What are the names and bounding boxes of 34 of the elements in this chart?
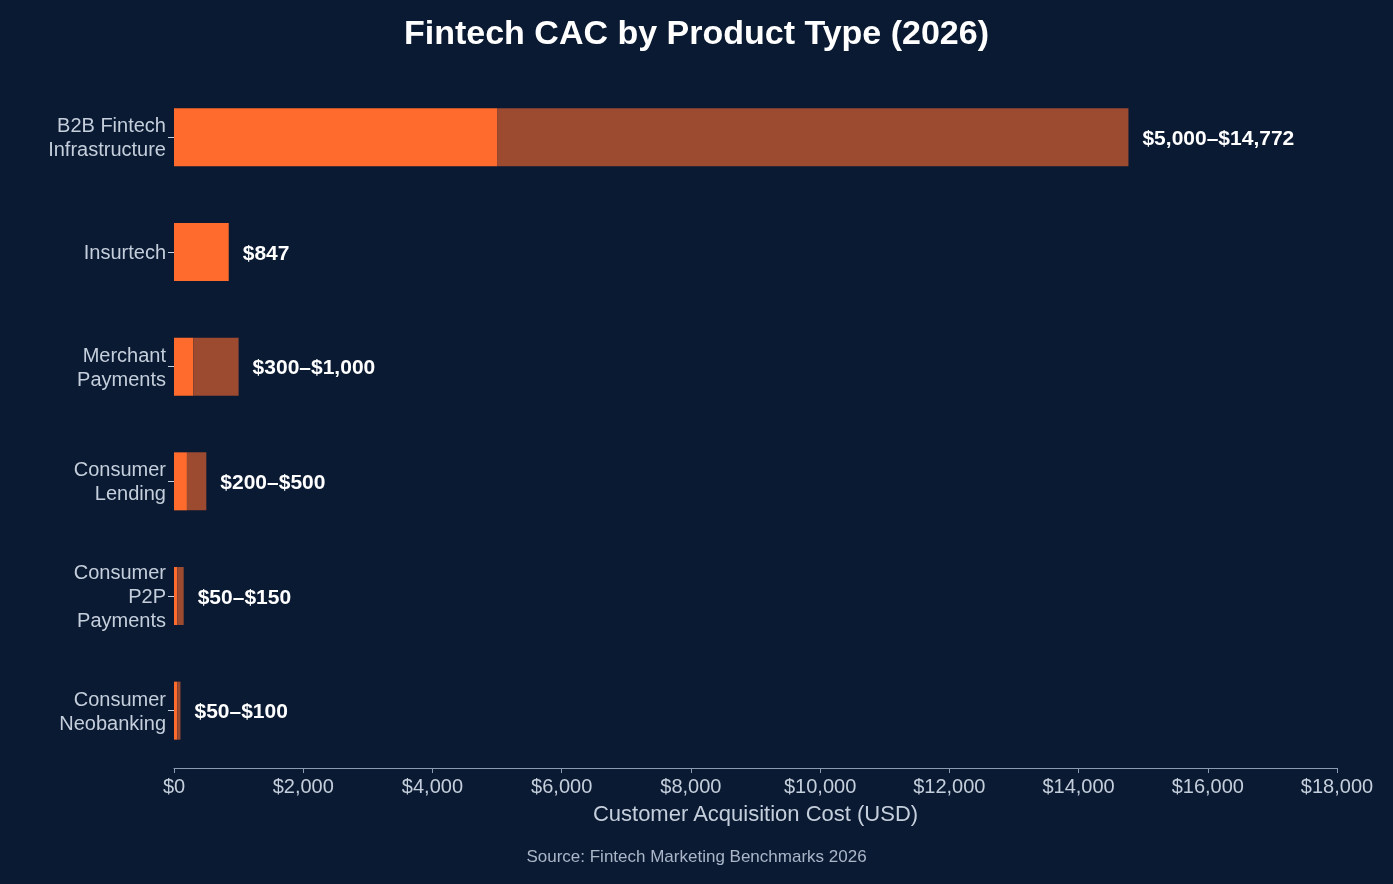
x-tick-label: $2,000 <box>272 775 334 797</box>
data-label: $50–$100 <box>194 699 288 723</box>
data-label: $847 <box>242 240 290 264</box>
data-label: $200–$500 <box>220 469 326 493</box>
y-tick-label: Consumer Lending <box>73 458 167 505</box>
data-label: $50–$150 <box>197 584 292 608</box>
bar <box>186 452 207 511</box>
bar <box>174 108 498 167</box>
bar <box>174 567 178 625</box>
x-tick-label: $6,000 <box>531 775 593 797</box>
x-tick-label: $4,000 <box>401 775 464 797</box>
x-tick-label: $18,000 <box>1300 775 1374 797</box>
x-tick-label: $0 <box>162 775 186 797</box>
bar <box>174 337 194 396</box>
bar <box>193 337 239 396</box>
bar <box>174 223 229 281</box>
data-label: $5,000–$14,772 <box>1142 125 1295 149</box>
x-axis-title: Customer Acquisition Cost (USD) <box>592 800 919 826</box>
bar <box>174 452 187 511</box>
y-tick-label: Consumer P2P Payments <box>73 561 167 631</box>
y-tick-label: B2B Fintech Infrastructure <box>48 114 166 161</box>
bar <box>177 567 184 625</box>
x-tick-label: $12,000 <box>913 775 986 797</box>
chart-title: Fintech CAC by Product Type (2026) <box>403 13 990 51</box>
x-tick-label: $10,000 <box>783 775 857 797</box>
data-label: $300–$1,000 <box>252 355 376 379</box>
y-tick-label: Merchant Payments <box>77 343 167 390</box>
bar <box>497 108 1129 167</box>
x-tick-label: $16,000 <box>1171 775 1244 797</box>
x-tick-label: $8,000 <box>660 775 722 797</box>
y-tick-label: Consumer Neobanking <box>59 687 167 734</box>
x-tick-label: $14,000 <box>1042 775 1115 797</box>
y-tick-label: Insurtech <box>83 241 166 263</box>
source-note: Source: Fintech Marketing Benchmarks 2026 <box>526 847 867 866</box>
